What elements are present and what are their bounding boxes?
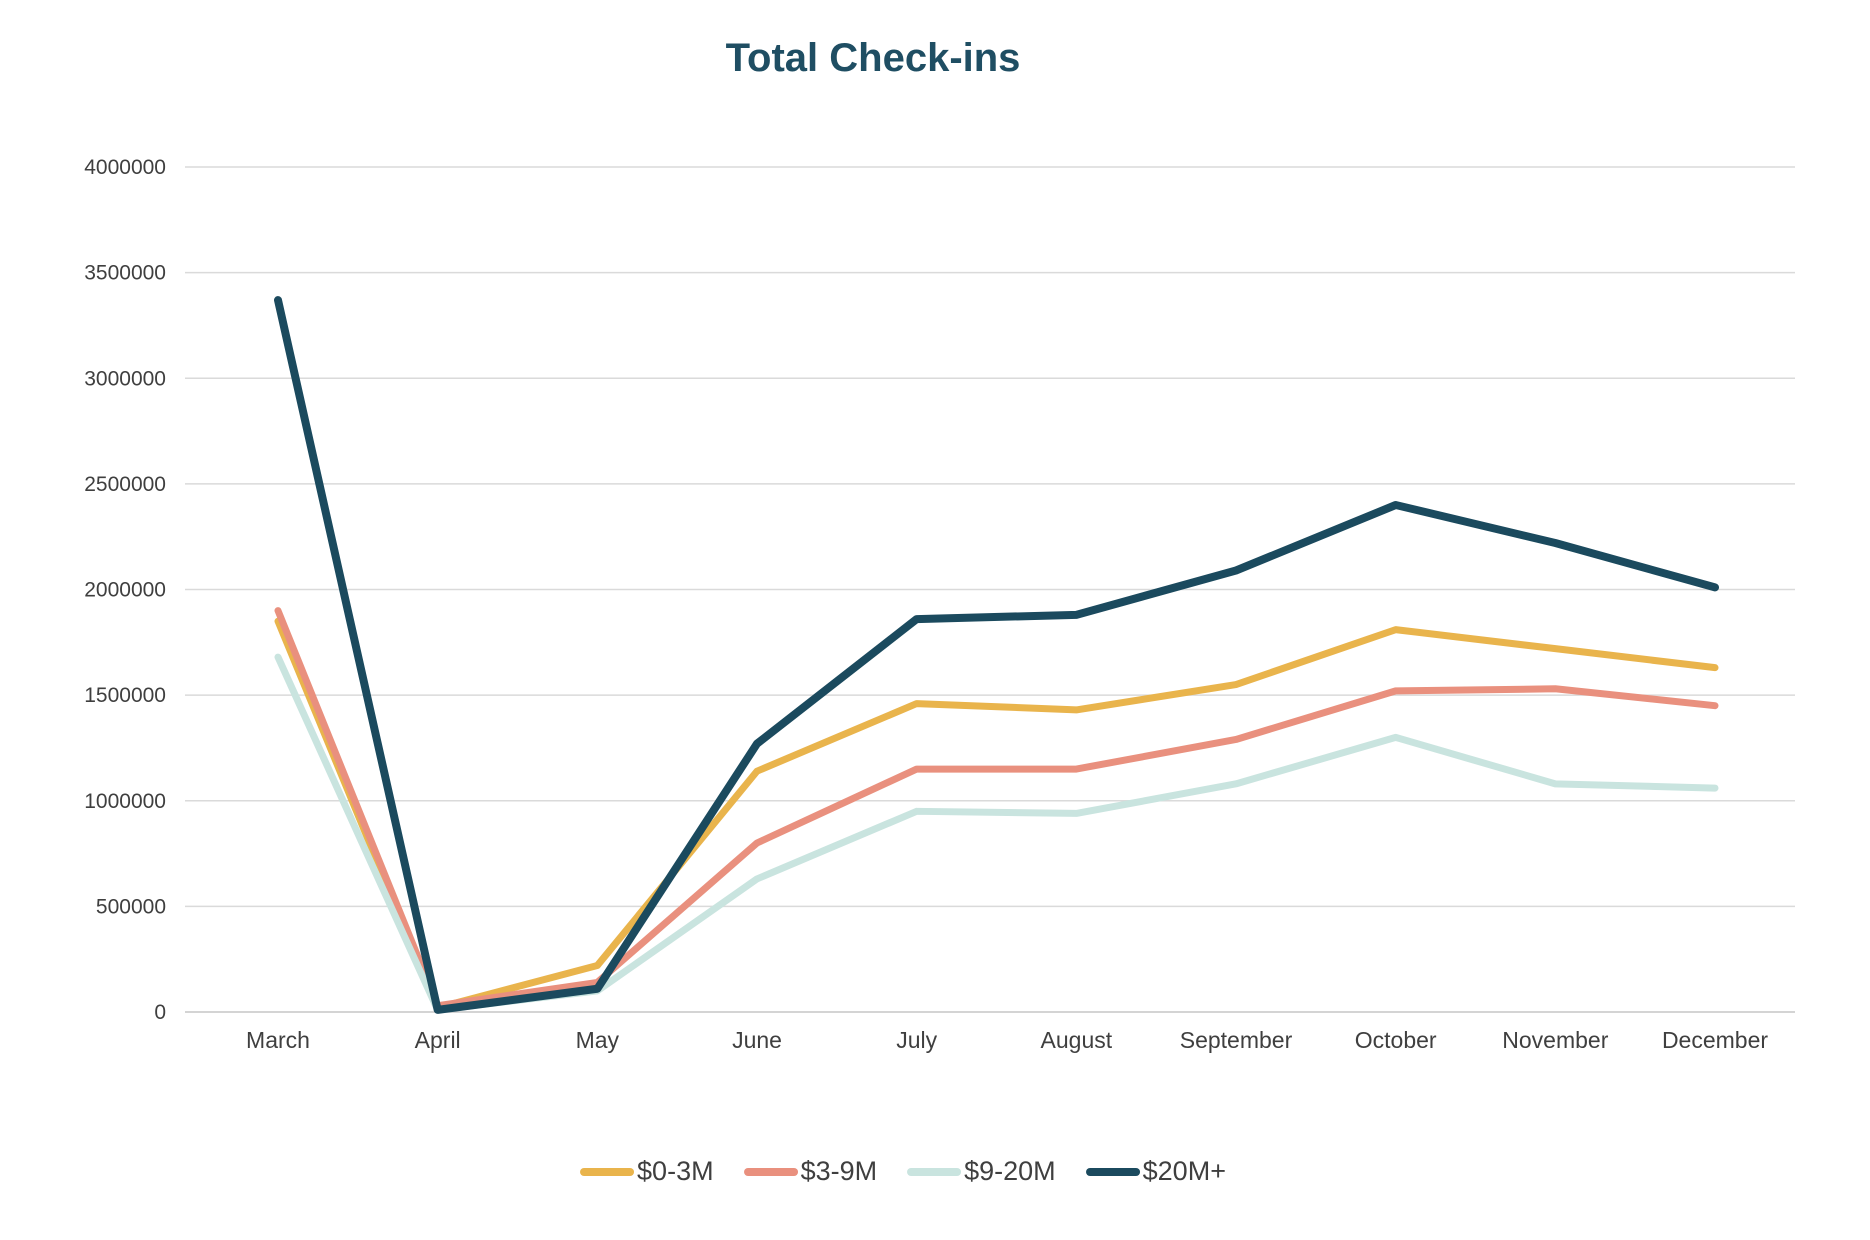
legend-item: $3-9M: [743, 1156, 878, 1187]
legend-swatch: [580, 1167, 635, 1176]
x-tick-label: September: [1180, 1027, 1293, 1053]
x-tick-label: August: [1041, 1027, 1113, 1053]
y-tick-label: 3500000: [84, 262, 166, 285]
x-tick-label: March: [246, 1027, 310, 1053]
legend-label: $3-9M: [800, 1156, 878, 1186]
x-tick-label: July: [896, 1027, 937, 1053]
y-tick-label: 1000000: [84, 790, 166, 813]
chart-legend: $0-3M $3-9M $9-20M $20M+: [580, 1156, 1226, 1187]
y-tick-label: 0: [154, 1001, 166, 1024]
x-tick-label: October: [1355, 1027, 1437, 1053]
x-tick-label: April: [415, 1027, 461, 1053]
y-tick-label: 2500000: [84, 473, 166, 496]
legend-swatch: [907, 1167, 962, 1176]
legend-label: $20M+: [1142, 1156, 1226, 1186]
y-tick-label: 2000000: [84, 579, 166, 602]
legend-label: $9-20M: [964, 1156, 1056, 1186]
legend-swatch: [1085, 1167, 1140, 1176]
legend-item: $20M+: [1085, 1156, 1226, 1187]
x-tick-label: November: [1502, 1027, 1608, 1053]
y-tick-label: 3000000: [84, 367, 166, 390]
series-line-$20M+: [274, 296, 1719, 1014]
x-tick-label: June: [732, 1027, 782, 1053]
y-tick-label: 4000000: [84, 156, 166, 179]
legend-item: $0-3M: [580, 1156, 714, 1187]
y-tick-label: 500000: [96, 895, 166, 918]
legend-label: $0-3M: [637, 1156, 714, 1186]
y-tick-label: 1500000: [84, 684, 166, 707]
series-line-$3-9M: [274, 607, 1719, 1010]
legend-item: $9-20M: [907, 1156, 1056, 1187]
chart-title: Total Check-ins: [725, 36, 1021, 80]
x-tick-label: May: [576, 1027, 620, 1053]
x-tick-label: December: [1662, 1027, 1768, 1053]
legend-swatch: [743, 1167, 798, 1176]
series-line-$0-3M: [274, 617, 1719, 1012]
